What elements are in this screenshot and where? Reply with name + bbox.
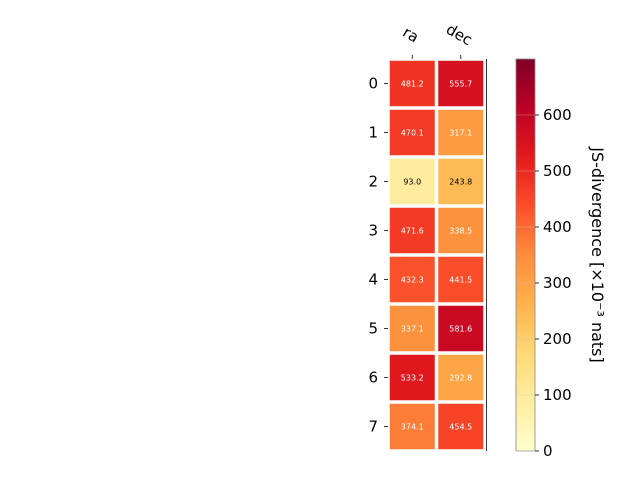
heatmap-value-label: 555.7 [449,80,472,89]
heatmap-cell-3-ra [388,206,437,255]
column-labels: ra dec [400,20,475,59]
colorbar-tick-label: 100 [543,386,572,404]
y-tick-label: 4 [368,271,378,289]
colorbar-tick-label: 300 [543,274,572,292]
colorbar-tick-label: 200 [543,330,572,348]
colorbar: JS-divergence [×10⁻³ nats] 0 100 200 300 400… [515,58,607,460]
heatmap-value-label: 93.0 [403,178,421,187]
heatmap-value-label: 292.8 [449,374,472,383]
y-tick-label: 2 [368,173,378,191]
heatmap-cell-1-dec [436,108,485,157]
heatmap-value-label: 481.2 [401,80,424,89]
colorbar-tick-label: 0 [543,442,553,460]
colorbar-title: JS-divergence [×10⁻³ nats] [588,146,607,362]
heatmap-value-label: 533.2 [401,374,424,383]
y-tick-label: 7 [368,418,378,436]
heatmap-cell-0-dec [436,59,485,108]
heatmap-value-label: 581.6 [449,325,472,334]
heatmap-cell-3-dec [436,206,485,255]
heatmap-cell-7-ra [388,402,437,451]
y-tick-label: 3 [368,222,378,240]
heatmap-value-label: 374.1 [401,423,424,432]
heatmap-cell-4-dec [436,255,485,304]
heatmap-cell-5-dec [436,304,485,353]
heatmap-cell-0-ra [388,59,437,108]
heatmap-cell-5-ra [388,304,437,353]
heatmap-cell-2-ra [388,157,437,206]
row-labels: 0 1 2 3 4 5 6 7 [368,75,388,436]
heatmap-value-label: 243.8 [449,178,472,187]
x-tick-label: ra [400,23,422,46]
colorbar-gradient [515,58,536,452]
heatmap-value-label: 337.1 [401,325,424,334]
heatmap-value-label: 470.1 [401,129,424,138]
heatmap-value-label: 317.1 [449,129,472,138]
heatmap-grid: 481.2 555.7 470.1 317.1 93.0 243.8 471.6 338.5 4… [388,59,487,451]
heatmap-value-label: 471.6 [401,227,424,236]
y-tick-label: 1 [368,124,378,142]
heatmap-value-label: 338.5 [449,227,472,236]
heatmap-value-label: 454.5 [449,423,472,432]
y-tick-label: 6 [368,369,378,387]
colorbar-tick-label: 600 [543,106,572,124]
heatmap-cell-6-ra [388,353,437,402]
heatmap-value-label: 441.5 [449,276,472,285]
y-tick-label: 5 [368,320,378,338]
heatmap-cell-4-ra [388,255,437,304]
heatmap-cell-1-ra [388,108,437,157]
heatmap-value-label: 432.3 [401,276,424,285]
heatmap-cell-7-dec [436,402,485,451]
y-tick-label: 0 [368,75,378,93]
x-tick-label: dec [443,20,475,49]
heatmap-cell-6-dec [436,353,485,402]
colorbar-tick-label: 400 [543,218,572,236]
colorbar-tick-label: 500 [543,162,572,180]
heatmap-cell-2-dec [436,157,485,206]
